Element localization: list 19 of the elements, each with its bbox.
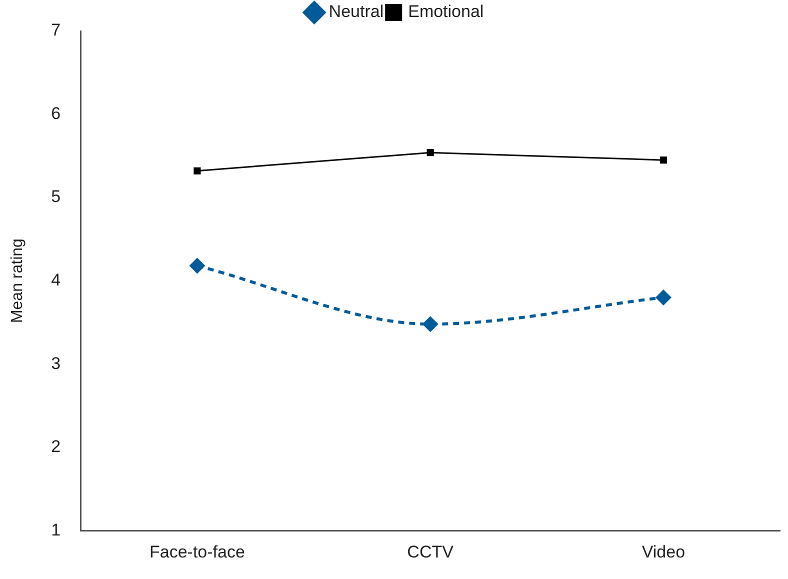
y-tick-label: 6 <box>51 104 61 123</box>
point <box>655 289 672 306</box>
y-tick-label: 2 <box>51 437 61 456</box>
y-axis-title: Mean rating <box>9 238 26 324</box>
y-tick-label: 1 <box>51 520 61 540</box>
y-tick-label: 7 <box>51 20 61 40</box>
point <box>422 316 438 332</box>
point <box>189 258 206 274</box>
x-tick-label: CCTV <box>407 542 454 562</box>
legend-label: Emotional <box>408 2 484 22</box>
point <box>194 167 201 174</box>
legend-label: Neutral <box>328 2 384 22</box>
x-tick-label: Video <box>642 542 686 562</box>
y-tick-label: 3 <box>51 354 61 373</box>
x-tick-label: Face-to-face <box>149 542 245 562</box>
y-tick-label: 4 <box>51 270 61 290</box>
y-tick-label: 5 <box>51 187 61 206</box>
point <box>426 149 434 156</box>
point <box>660 156 667 164</box>
